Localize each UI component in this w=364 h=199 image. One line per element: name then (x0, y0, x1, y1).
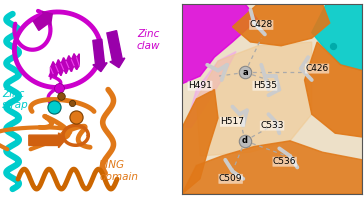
Text: H517: H517 (221, 117, 245, 126)
Text: RING
domain: RING domain (99, 160, 138, 182)
Text: C533: C533 (260, 121, 284, 130)
Point (58, 94, 64, 97)
Polygon shape (182, 90, 218, 194)
Polygon shape (53, 62, 56, 78)
Text: Zinc
strap: Zinc strap (2, 89, 28, 110)
Polygon shape (66, 56, 69, 74)
Text: C509: C509 (219, 174, 242, 183)
Point (73, 116, 79, 119)
Polygon shape (64, 58, 66, 74)
Polygon shape (74, 54, 77, 70)
Polygon shape (233, 4, 330, 46)
Text: C428: C428 (250, 20, 273, 29)
Text: H535: H535 (253, 81, 277, 90)
FancyArrow shape (29, 133, 65, 148)
Polygon shape (312, 4, 362, 70)
Polygon shape (186, 52, 236, 128)
Point (242, 139, 248, 142)
Text: H491: H491 (188, 81, 212, 90)
Polygon shape (77, 54, 79, 70)
Polygon shape (71, 54, 74, 72)
Text: C426: C426 (305, 64, 329, 73)
Polygon shape (51, 62, 53, 80)
FancyArrow shape (93, 39, 107, 72)
Text: a: a (242, 68, 248, 77)
Text: d: d (242, 136, 248, 145)
Text: Zinc
claw: Zinc claw (137, 29, 161, 51)
Point (331, 44, 336, 47)
FancyArrow shape (107, 31, 125, 68)
Polygon shape (305, 42, 362, 137)
Point (242, 71, 248, 74)
Text: C536: C536 (273, 157, 296, 166)
FancyArrow shape (33, 11, 52, 30)
Polygon shape (182, 141, 362, 194)
Polygon shape (56, 60, 58, 78)
Polygon shape (182, 4, 258, 84)
Polygon shape (69, 56, 71, 72)
Point (51, 106, 57, 109)
Polygon shape (61, 58, 64, 76)
Polygon shape (197, 42, 312, 156)
Polygon shape (58, 60, 61, 76)
Point (69, 102, 75, 105)
Point (56, 86, 62, 89)
